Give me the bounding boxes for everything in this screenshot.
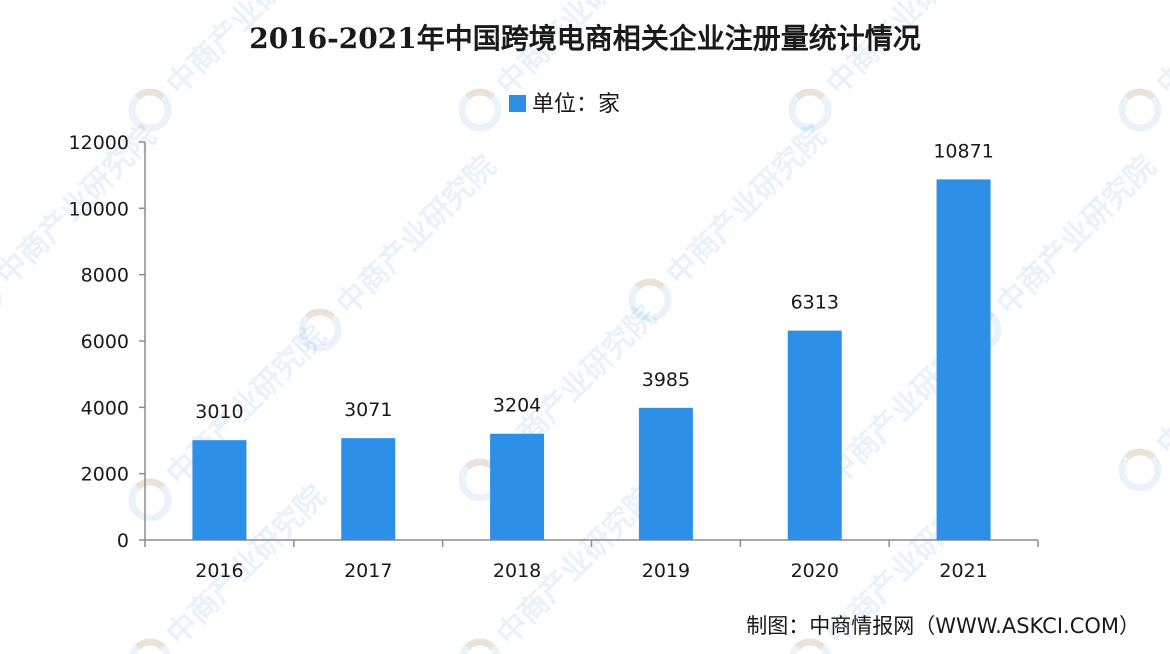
watermark-text: 中商产业研究院 xyxy=(1150,289,1170,462)
watermark-text: 中商产业研究院 xyxy=(330,149,503,322)
askci-logo-icon xyxy=(1118,448,1162,492)
watermark: 中商产业研究院 xyxy=(458,479,663,654)
bar xyxy=(490,433,545,540)
y-tick-label: 0 xyxy=(117,530,129,552)
x-tick-label: 2021 xyxy=(939,560,987,582)
watermark-text: 中商产业研究院 xyxy=(660,119,833,292)
askci-logo-icon xyxy=(1118,88,1162,132)
askci-logo-icon xyxy=(458,88,502,132)
data-labels: 3010 3071 3204 3985 6313 10871 xyxy=(195,140,994,423)
x-tick-label: 2017 xyxy=(344,560,392,582)
askci-logo-icon xyxy=(628,278,672,322)
bar xyxy=(936,179,991,540)
y-tick-label: 8000 xyxy=(81,265,129,287)
bar xyxy=(787,330,842,540)
legend-swatch xyxy=(509,95,526,112)
y-tick-label: 12000 xyxy=(69,132,129,154)
askci-logo-icon xyxy=(128,638,172,654)
y-tick-label: 10000 xyxy=(69,198,129,220)
bars xyxy=(192,179,991,540)
bar xyxy=(192,440,247,540)
askci-logo-icon xyxy=(128,88,172,132)
legend-label: 单位：家 xyxy=(532,92,620,117)
y-tick-label: 2000 xyxy=(81,464,129,486)
chart-title: 2016-2021年中国跨境电商相关企业注册量统计情况 xyxy=(249,22,920,55)
bar xyxy=(341,438,396,540)
data-label: 3204 xyxy=(493,395,541,417)
x-tick-label: 2019 xyxy=(642,560,690,582)
bar xyxy=(638,407,693,540)
legend: 单位：家 xyxy=(509,92,620,117)
watermark-text: 中商产业研究院 xyxy=(160,319,333,492)
watermark: 中商产业研究院 xyxy=(1118,289,1170,492)
watermark-text: 中商产业研究院 xyxy=(160,479,333,652)
watermark-text: 中商产业研究院 xyxy=(990,149,1163,322)
askci-logo-icon xyxy=(788,88,832,132)
watermark: 中商产业研究院 xyxy=(298,149,503,352)
y-tick-label: 4000 xyxy=(81,397,129,419)
x-tick-label: 2020 xyxy=(791,560,839,582)
x-tick-label: 2016 xyxy=(195,560,243,582)
data-label: 3010 xyxy=(195,401,243,423)
source-credit: 制图：中商情报网（WWW.ASKCI.COM） xyxy=(746,614,1140,638)
data-label: 3985 xyxy=(642,369,690,391)
askci-logo-icon xyxy=(788,638,832,654)
askci-logo-icon xyxy=(458,638,502,654)
data-label: 3071 xyxy=(344,399,392,421)
watermark: 中商产业研究院 xyxy=(1118,0,1170,132)
x-tick-label: 2018 xyxy=(493,560,541,582)
watermark: 中商产业研究院 xyxy=(458,299,663,502)
askci-logo-icon xyxy=(128,478,172,522)
askci-logo-icon xyxy=(298,308,342,352)
axes: 0 2000 4000 6000 8000 10000 12000 2016 2017 2018 2… xyxy=(69,132,1039,582)
watermark-text: 中商产业研究院 xyxy=(1150,0,1170,102)
y-tick-label: 6000 xyxy=(81,331,129,353)
data-label: 6313 xyxy=(791,292,839,314)
watermark: 中商产业研究院 xyxy=(128,0,333,132)
data-label: 10871 xyxy=(933,140,993,162)
watermark: 中商产业研究院 xyxy=(788,0,993,132)
